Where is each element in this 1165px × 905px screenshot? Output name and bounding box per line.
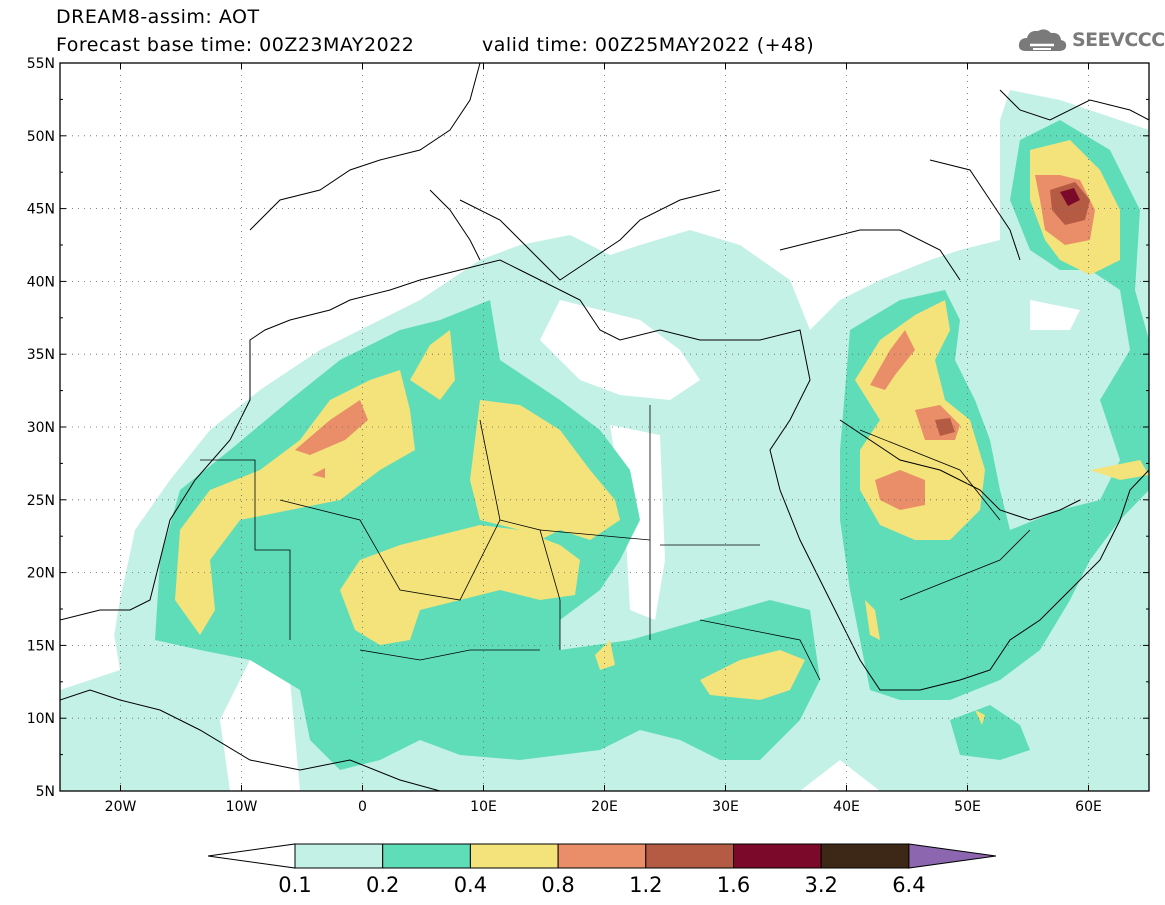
- colorbar-label: 0.4: [454, 873, 487, 897]
- lat-tick-label: 35N: [27, 347, 55, 363]
- colorbar-segment: [820, 843, 910, 869]
- latitude-labels: 55N 50N 45N 40N 35N 30N 25N 20N 15N 10N 5N: [27, 56, 55, 800]
- valid-time: valid time: 00Z25MAY2022 (+48): [482, 34, 815, 56]
- colorbar-label: 3.2: [804, 873, 837, 897]
- colorbar-segment: [645, 843, 734, 869]
- coastlines: [60, 63, 1149, 791]
- axis-ticks: [60, 62, 1149, 792]
- colorbar-upper-extend: [908, 843, 996, 869]
- lat-tick-label: 50N: [27, 129, 55, 145]
- lat-tick-label: 5N: [36, 784, 55, 800]
- aot-level-1.6: [1060, 188, 1080, 206]
- lon-tick-label: 40E: [833, 799, 860, 815]
- lat-tick-label: 15N: [27, 638, 55, 654]
- lon-tick-label: 50E: [954, 799, 981, 815]
- country-borders: [200, 405, 1031, 681]
- colorbar-segment: [733, 843, 822, 869]
- aot-field: [60, 90, 1149, 791]
- lat-tick-label: 45N: [27, 202, 55, 218]
- lon-tick-label: 10E: [470, 799, 497, 815]
- map-title: DREAM8-assim: AOT: [56, 6, 260, 28]
- cloud-icon: [1018, 29, 1067, 51]
- seevccc-logo: SEEVCCC: [1016, 24, 1165, 56]
- lon-tick-label: 20W: [105, 799, 137, 815]
- lon-tick-label: 0: [358, 799, 367, 815]
- lon-tick-label: 30E: [712, 799, 739, 815]
- lat-tick-label: 10N: [27, 711, 55, 727]
- colorbar: [207, 843, 996, 869]
- lat-tick-label: 55N: [27, 56, 55, 72]
- lat-tick-label: 30N: [27, 420, 55, 436]
- colorbar-label: 0.8: [541, 873, 574, 897]
- colorbar-lower-extend: [207, 843, 296, 869]
- graticule: [60, 63, 1149, 791]
- lon-tick-label: 60E: [1075, 799, 1102, 815]
- colorbar-segment: [469, 843, 559, 869]
- longitude-labels: 20W 10W 0 10E 20E 30E 40E 50E 60E: [105, 799, 1102, 815]
- lon-tick-label: 20E: [591, 799, 618, 815]
- colorbar-label: 0.2: [366, 873, 399, 897]
- colorbar-label: 6.4: [892, 873, 925, 897]
- colorbar-labels: 0.1 0.2 0.4 0.8 1.2 1.6 3.2 6.4: [278, 873, 925, 897]
- colorbar-segment: [294, 843, 384, 869]
- colorbar-label: 0.1: [278, 873, 311, 897]
- lat-tick-label: 20N: [27, 566, 55, 582]
- colorbar-label: 1.2: [629, 873, 662, 897]
- colorbar-label: 1.6: [717, 873, 750, 897]
- lon-tick-label: 10W: [226, 799, 258, 815]
- lat-tick-label: 40N: [27, 274, 55, 290]
- colorbar-segment: [382, 843, 471, 869]
- lat-tick-label: 25N: [27, 493, 55, 509]
- forecast-base-time: Forecast base time: 00Z23MAY2022: [56, 34, 415, 56]
- colorbar-segment: [557, 843, 647, 869]
- logo-text: SEEVCCC: [1072, 29, 1165, 51]
